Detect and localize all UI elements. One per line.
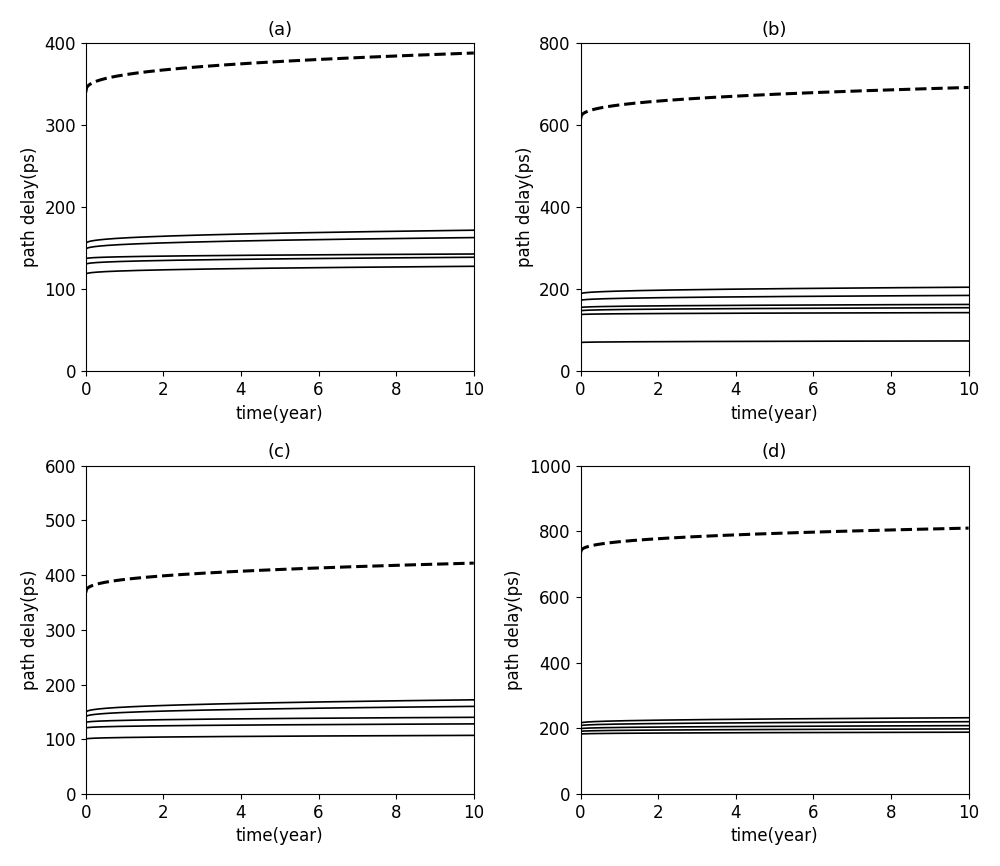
Y-axis label: path delay(ps): path delay(ps) <box>21 147 39 268</box>
Y-axis label: path delay(ps): path delay(ps) <box>21 570 39 690</box>
Title: (b): (b) <box>762 21 787 39</box>
Title: (d): (d) <box>762 443 787 462</box>
Title: (c): (c) <box>268 443 292 462</box>
Y-axis label: path delay(ps): path delay(ps) <box>505 570 523 690</box>
X-axis label: time(year): time(year) <box>236 404 324 423</box>
Y-axis label: path delay(ps): path delay(ps) <box>516 147 534 268</box>
X-axis label: time(year): time(year) <box>731 404 818 423</box>
X-axis label: time(year): time(year) <box>236 827 324 845</box>
X-axis label: time(year): time(year) <box>731 827 818 845</box>
Title: (a): (a) <box>267 21 292 39</box>
